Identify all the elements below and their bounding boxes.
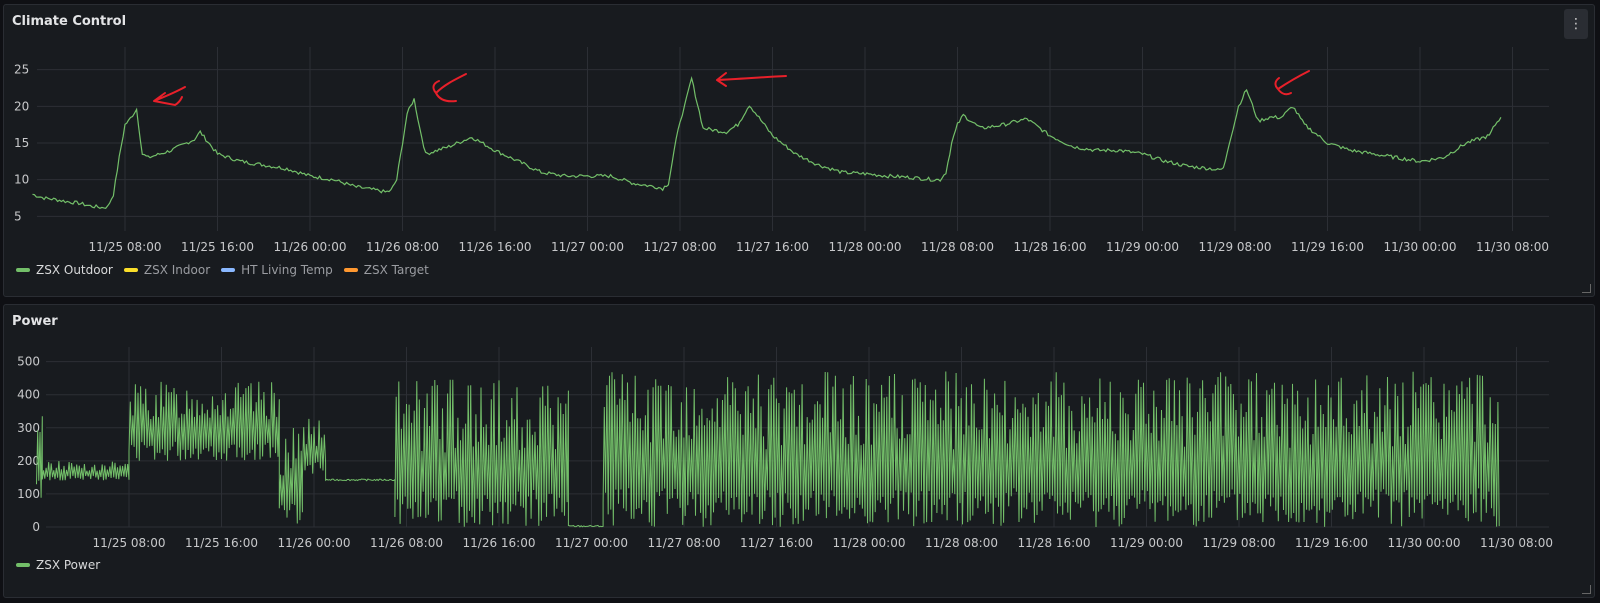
x-tick-label: 11/30 08:00 — [1476, 240, 1549, 254]
legend-swatch — [343, 268, 358, 272]
x-tick-label: 11/30 00:00 — [1384, 240, 1457, 254]
x-tick-label: 11/28 08:00 — [925, 536, 998, 550]
legend-item[interactable]: HT Living Temp — [221, 263, 333, 277]
resize-handle[interactable] — [1582, 585, 1591, 594]
panel-title: Climate Control — [12, 14, 127, 29]
x-tick-label: 11/29 16:00 — [1291, 240, 1364, 254]
x-tick-label: 11/27 16:00 — [740, 536, 813, 550]
legend-swatch — [221, 268, 236, 272]
x-tick-label: 11/27 00:00 — [551, 240, 624, 254]
x-tick-label: 11/27 00:00 — [555, 536, 628, 550]
legend-label: ZSX Power — [36, 558, 101, 572]
legend-label: ZSX Target — [363, 263, 429, 277]
x-tick-label: 11/30 08:00 — [1480, 536, 1553, 550]
annotation-arrow — [716, 72, 787, 87]
x-tick-label: 11/26 16:00 — [459, 240, 532, 254]
x-tick-label: 11/28 00:00 — [829, 240, 902, 254]
legend-item[interactable]: ZSX Outdoor — [16, 263, 113, 277]
legend-label: HT Living Temp — [241, 263, 333, 277]
power-panel: Power 500 400 300 200 100 0 11/25 08:00 11/25 1… — [3, 304, 1595, 598]
legend-label: ZSX Indoor — [143, 263, 211, 277]
x-tick-label: 11/28 16:00 — [1018, 536, 1091, 550]
legend-swatch — [123, 268, 138, 272]
climate-chart[interactable]: 25 20 15 10 5 11/25 08:00 11/25 16:00 11/26 00:… — [4, 5, 1596, 298]
annotation-arrow — [153, 86, 186, 107]
annotation-arrow — [1274, 70, 1310, 96]
y-tick-label: 100 — [17, 487, 40, 501]
legend-label: ZSX Outdoor — [36, 263, 113, 277]
legend-item[interactable]: ZSX Target — [343, 263, 429, 277]
climate-control-panel: Climate Control ⋮ 25 20 15 10 5 11/25 08:00 11… — [3, 4, 1595, 297]
y-tick-label: 0 — [32, 520, 40, 534]
x-tick-label: 11/25 16:00 — [185, 536, 258, 550]
climate-legend: ZSX Outdoor ZSX Indoor HT Living Temp ZSX T… — [16, 263, 429, 277]
legend-item[interactable]: ZSX Indoor — [123, 263, 211, 277]
panel-title: Power — [12, 314, 58, 329]
x-tick-label: 11/26 00:00 — [274, 240, 347, 254]
x-tick-label: 11/25 08:00 — [89, 240, 162, 254]
x-tick-label: 11/27 16:00 — [736, 240, 809, 254]
power-chart[interactable]: 500 400 300 200 100 0 11/25 08:00 11/25 16:00 11… — [4, 305, 1596, 599]
resize-handle[interactable] — [1582, 284, 1591, 293]
y-tick-label: 200 — [17, 454, 40, 468]
series-line-zsx-outdoor[interactable] — [32, 75, 1502, 209]
y-tick-label: 400 — [17, 388, 40, 402]
x-tick-label: 11/29 00:00 — [1106, 240, 1179, 254]
y-tick-label: 300 — [17, 421, 40, 435]
x-tick-label: 11/26 16:00 — [463, 536, 536, 550]
y-tick-label: 15 — [14, 136, 29, 150]
legend-swatch — [16, 563, 30, 567]
x-tick-label: 11/29 16:00 — [1295, 536, 1368, 550]
y-tick-label: 25 — [14, 63, 29, 77]
y-tick-label: 5 — [14, 209, 22, 223]
x-tick-label: 11/25 08:00 — [93, 536, 166, 550]
x-tick-label: 11/26 08:00 — [366, 240, 439, 254]
y-tick-label: 20 — [14, 99, 29, 113]
x-tick-label: 11/28 16:00 — [1014, 240, 1087, 254]
y-tick-label: 10 — [14, 173, 29, 187]
x-tick-label: 11/29 00:00 — [1110, 536, 1183, 550]
x-tick-label: 11/27 08:00 — [648, 536, 721, 550]
power-legend: ZSX Power — [16, 558, 100, 572]
annotation-arrow — [432, 73, 467, 103]
x-tick-label: 11/25 16:00 — [181, 240, 254, 254]
series-line-zsx-power[interactable] — [36, 371, 1500, 528]
legend-item[interactable]: ZSX Power — [16, 558, 100, 572]
x-tick-label: 11/29 08:00 — [1203, 536, 1276, 550]
x-tick-label: 11/30 00:00 — [1388, 536, 1461, 550]
x-tick-label: 11/26 08:00 — [370, 536, 443, 550]
legend-swatch — [16, 268, 30, 272]
x-tick-label: 11/27 08:00 — [644, 240, 717, 254]
y-tick-label: 500 — [17, 355, 40, 369]
x-tick-label: 11/28 00:00 — [833, 536, 906, 550]
x-tick-label: 11/26 00:00 — [278, 536, 351, 550]
x-tick-label: 11/28 08:00 — [921, 240, 994, 254]
kebab-menu-icon[interactable]: ⋮ — [1564, 9, 1588, 39]
x-tick-label: 11/29 08:00 — [1199, 240, 1272, 254]
